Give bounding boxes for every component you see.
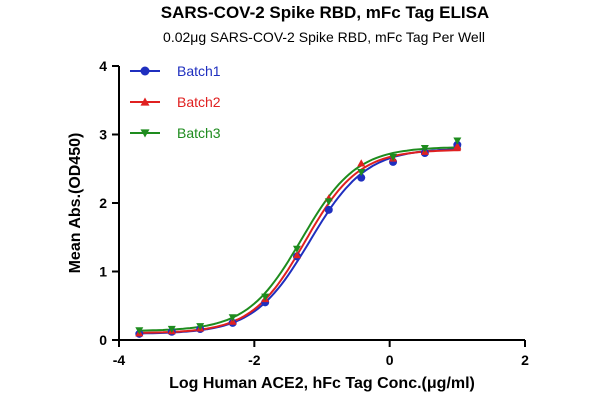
x-tick-label: 2: [521, 352, 529, 368]
y-tick-label: 1: [99, 264, 107, 280]
legend-marker-batch1: [140, 66, 150, 76]
x-tick-label: -2: [248, 352, 261, 368]
chart-title: SARS-COV-2 Spike RBD, mFc Tag ELISA: [161, 3, 489, 22]
y-tick-label: 4: [99, 58, 107, 74]
data-point-batch3: [389, 153, 398, 162]
data-point-batch3: [453, 137, 462, 145]
data-point-batch2: [453, 142, 462, 150]
data-point-batch3: [167, 325, 176, 334]
data-point-batch3: [228, 314, 237, 322]
ticks: -4 -2 0 2 0 1 2 3 4: [99, 58, 529, 368]
data-point-batch2: [292, 251, 301, 259]
x-tick-label: 0: [386, 352, 394, 368]
y-tick-label: 3: [99, 127, 107, 143]
legend-marker-batch2: [140, 97, 150, 106]
legend-label-batch2: Batch2: [177, 94, 221, 110]
y-tick-label: 2: [99, 195, 107, 211]
data-points: [135, 137, 462, 338]
y-tick-label: 0: [99, 332, 107, 348]
legend-label-batch3: Batch3: [177, 125, 221, 141]
legend-marker-batch3: [140, 129, 150, 138]
fit-curves: [139, 146, 461, 335]
x-tick-label: -4: [113, 352, 126, 368]
data-point-batch3: [261, 293, 270, 301]
data-point-batch3: [135, 327, 144, 335]
data-point-batch3: [196, 323, 205, 331]
data-point-batch2: [357, 159, 366, 167]
fit-curve-batch2: [139, 149, 461, 334]
data-point-batch3: [357, 168, 366, 177]
y-axis-label: Mean Abs.(OD450): [67, 133, 84, 274]
legend: Batch1 Batch2 Batch3: [130, 63, 221, 141]
x-axis-label: Log Human ACE2, hFc Tag Conc.(μg/ml): [169, 375, 475, 392]
fit-curve-batch3: [139, 146, 461, 332]
chart-subtitle: 0.02μg SARS-COV-2 Spike RBD, mFc Tag Per…: [163, 29, 485, 45]
data-point-batch3: [324, 198, 333, 206]
data-point-batch3: [292, 245, 301, 253]
data-point-batch3: [420, 145, 429, 153]
legend-label-batch1: Batch1: [177, 63, 221, 79]
data-point-batch1: [357, 173, 366, 182]
data-point-batch1: [324, 205, 333, 214]
